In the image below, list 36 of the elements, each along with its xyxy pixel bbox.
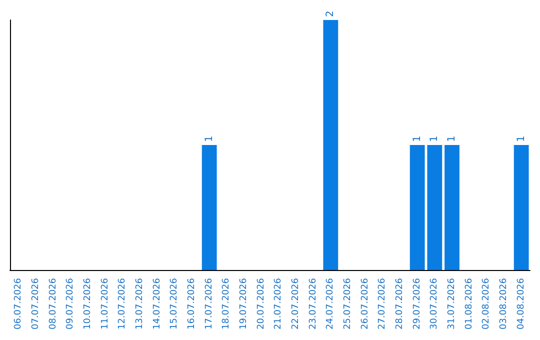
data-label: 1 (204, 136, 215, 142)
x-tick-label: 21.07.2026 (274, 278, 284, 330)
data-label: 1 (429, 136, 440, 142)
x-tick-label: 13.07.2026 (135, 278, 145, 330)
data-label: 1 (412, 136, 423, 142)
x-tick-label: 02.08.2026 (482, 278, 492, 330)
data-label: 1 (446, 136, 458, 142)
x-tick-label: 24.07.2026 (326, 278, 336, 330)
x-tick-label: 06.07.2026 (14, 278, 24, 330)
x-tick-label: 20.07.2026 (256, 278, 266, 330)
x-tick-label: 16.07.2026 (187, 278, 197, 330)
x-tick-label: 07.07.2026 (31, 278, 41, 330)
x-tick-label: 25.07.2026 (343, 278, 353, 330)
x-tick-label: 23.07.2026 (308, 278, 318, 330)
x-tick-label: 26.07.2026 (360, 278, 370, 330)
x-tick-label: 03.08.2026 (499, 278, 509, 330)
x-tick-label: 12.07.2026 (118, 278, 128, 330)
x-tick-label: 17.07.2026 (204, 278, 214, 330)
x-tick-label: 31.07.2026 (447, 278, 457, 330)
x-tick-label: 18.07.2026 (222, 278, 232, 330)
x-tick-label: 30.07.2026 (430, 278, 440, 330)
x-tick-label: 14.07.2026 (152, 278, 162, 330)
data-label: 1 (516, 136, 527, 142)
x-tick-label: 01.08.2026 (464, 278, 474, 330)
x-tick-label: 11.07.2026 (100, 278, 110, 330)
x-tick-label: 22.07.2026 (291, 278, 301, 330)
data-label: 2 (325, 10, 336, 17)
x-tick-label: 09.07.2026 (66, 278, 76, 330)
x-tick-label: 27.07.2026 (378, 278, 388, 330)
x-tick-label: 19.07.2026 (239, 278, 249, 330)
x-tick-label: 29.07.2026 (412, 278, 422, 330)
x-tick-label: 15.07.2026 (170, 278, 180, 330)
x-tick-label: 04.08.2026 (516, 278, 526, 330)
x-tick-label: 08.07.2026 (48, 278, 58, 330)
x-tick-label: 10.07.2026 (83, 278, 93, 330)
x-tick-label: 28.07.2026 (395, 278, 405, 330)
